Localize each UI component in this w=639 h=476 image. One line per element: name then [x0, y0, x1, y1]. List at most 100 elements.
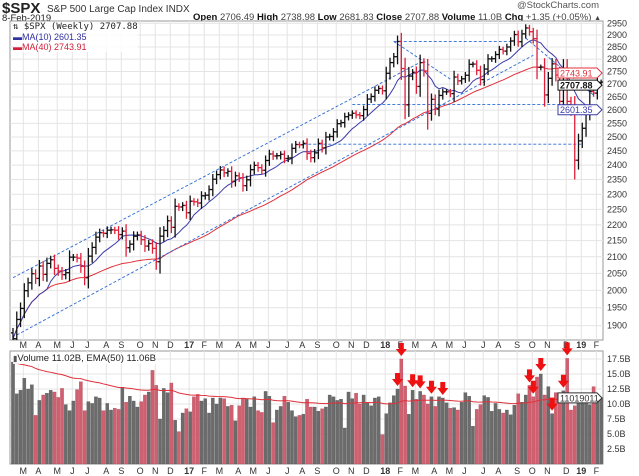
- open-label: Open: [193, 12, 218, 23]
- volume-bar: [309, 406, 313, 465]
- volume-bar: [327, 394, 332, 465]
- ohlc-bar: [203, 192, 208, 200]
- ohlc-bar: [497, 45, 502, 59]
- ohlc-bar: [60, 266, 65, 280]
- ma40-value-label-box: [557, 67, 603, 79]
- ohlc-bar: [75, 253, 80, 263]
- ohlc-bar: [459, 75, 464, 85]
- close-value-label-box: [557, 79, 603, 91]
- volume-bar: [271, 422, 275, 465]
- ohlc-bar: [338, 119, 343, 128]
- volume-bar: [493, 403, 498, 465]
- volume-bar: [248, 406, 253, 465]
- volume-bar: [192, 396, 196, 465]
- price-tick-label: 2800: [607, 54, 627, 64]
- volume-bar: [241, 397, 245, 465]
- ohlc-bar: [293, 140, 298, 153]
- month-label: 18: [380, 466, 390, 476]
- volume-value-label-text: 11019011: [560, 393, 599, 403]
- ohlc-bar: [63, 269, 68, 280]
- volume-bar: [346, 391, 351, 465]
- month-label: 17: [184, 340, 194, 350]
- volume-bar: [452, 407, 456, 465]
- legend-price: ⇅ $SPX (Weekly) 2707.88: [13, 22, 138, 32]
- ohlc-bar: [354, 110, 359, 119]
- month-label: A: [235, 466, 241, 476]
- month-label: M: [20, 466, 28, 476]
- ohlc-bar: [305, 138, 310, 160]
- volume-bar: [214, 403, 219, 465]
- price-tick-label: 2250: [607, 204, 627, 214]
- month-label: O: [333, 466, 340, 476]
- price-tick-label: 2300: [607, 189, 627, 199]
- volume-bar: [146, 391, 151, 465]
- volume-bar: [173, 420, 177, 465]
- price-tick-label: 2650: [607, 92, 627, 102]
- ma40-value-label-text: 2743.91: [560, 69, 593, 79]
- low-value: 2681.83: [339, 12, 374, 23]
- month-label: M: [53, 340, 61, 350]
- price-tick-label: 2700: [607, 79, 627, 89]
- month-label: M: [53, 466, 61, 476]
- price-tick-label: 2450: [607, 146, 627, 156]
- volume-bar: [599, 397, 603, 465]
- ohlc-bar: [180, 202, 185, 212]
- ohlc-bar: [271, 150, 276, 160]
- month-label: N: [544, 466, 551, 476]
- ohlc-bar: [52, 254, 57, 275]
- volume-bar: [64, 404, 68, 465]
- volume-bar: [26, 388, 30, 465]
- ohlc-bar: [188, 195, 193, 220]
- ohlc-bar: [357, 112, 362, 120]
- volume-bar: [222, 398, 226, 465]
- month-label: S: [514, 340, 520, 350]
- volume-bar: [82, 410, 87, 465]
- ohlc-bar: [320, 139, 325, 153]
- month-label: J: [70, 340, 75, 350]
- ohlc-bar: [406, 66, 411, 117]
- ohlc-bar: [437, 89, 442, 117]
- month-label: F: [202, 340, 208, 350]
- ohlc-bar: [452, 70, 457, 102]
- month-label: 17: [184, 466, 194, 476]
- volume-bar: [116, 409, 121, 465]
- volume-bar: [41, 394, 45, 465]
- ohlc-bar: [289, 143, 294, 165]
- volume-bar: [297, 415, 302, 465]
- volume-bar: [263, 391, 268, 465]
- volume-bar: [195, 394, 200, 465]
- volume-bar: [60, 388, 64, 465]
- volume-bar: [90, 403, 94, 465]
- volume-bar: [565, 358, 569, 465]
- volume-bar: [237, 405, 241, 465]
- volume-bar: [135, 406, 140, 465]
- ohlc-bar: [474, 60, 479, 76]
- price-tick-label: 2500: [607, 132, 627, 142]
- volume-bar: [233, 420, 238, 465]
- volume-tick-label: 5.0B: [607, 429, 626, 439]
- legend-ma10: ▬MA(10) 2601.35: [13, 32, 87, 42]
- volume-bar: [199, 400, 204, 465]
- ohlc-bar: [425, 58, 430, 130]
- ohlc-bar: [421, 58, 426, 77]
- volume-value-label-box: [557, 392, 603, 404]
- volume-bar: [373, 397, 377, 465]
- ma40-value-label: 2743.91: [557, 67, 603, 79]
- month-label: A: [495, 466, 501, 476]
- volume-tick-label: 2.5B: [607, 444, 626, 454]
- volume-bar: [369, 405, 373, 465]
- volume-bar: [361, 394, 366, 465]
- volume-legend: ▮Volume 11.02B, EMA(50) 11.06B: [13, 353, 156, 364]
- ohlc-bar: [237, 172, 242, 182]
- month-label: J: [285, 340, 290, 350]
- down-arrow-icon: [414, 375, 426, 389]
- ohlc-bar: [158, 227, 163, 274]
- month-label: N: [152, 466, 159, 476]
- volume-bar: [433, 406, 437, 465]
- price-tick-label: 2850: [607, 42, 627, 52]
- month-label: M: [250, 340, 258, 350]
- month-label: M: [20, 340, 28, 350]
- volume-bar: [569, 409, 573, 465]
- month-label: S: [118, 466, 124, 476]
